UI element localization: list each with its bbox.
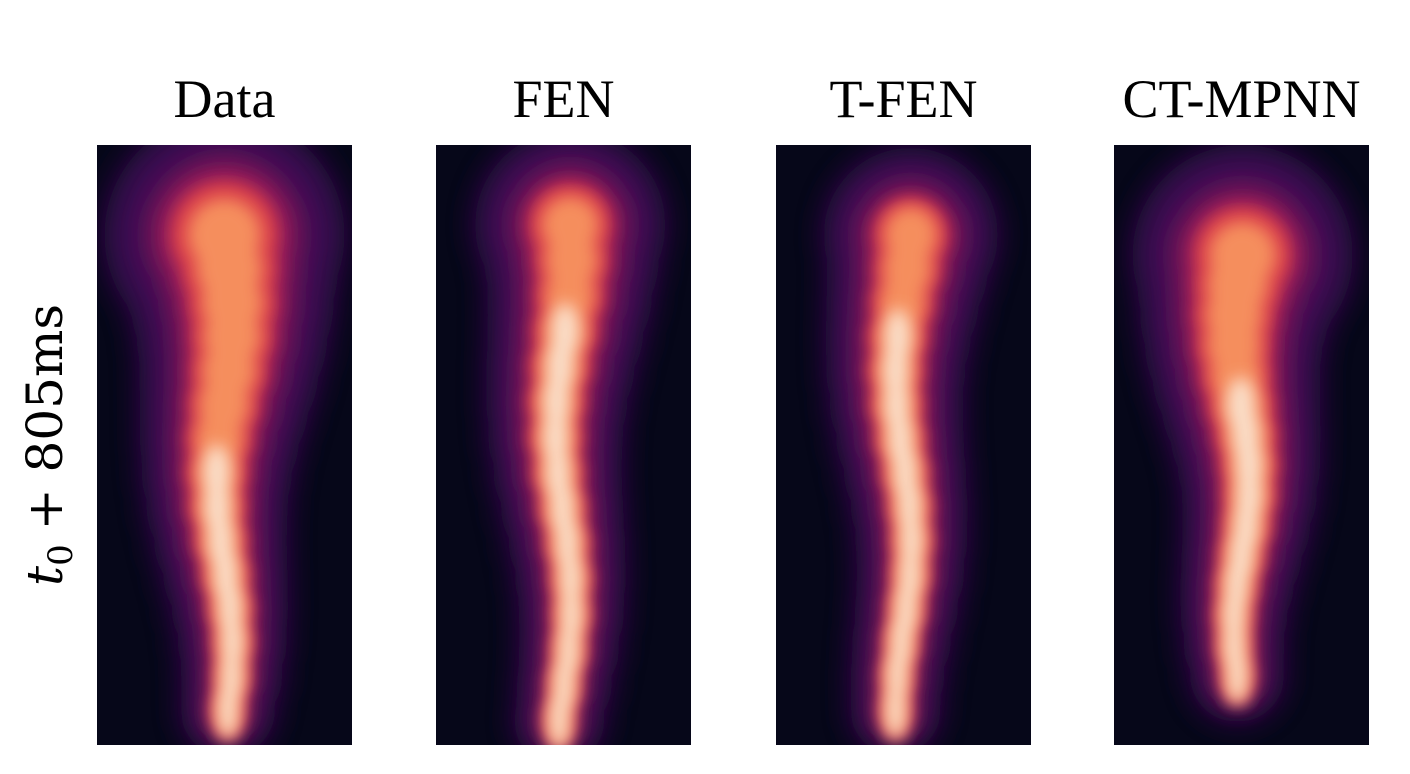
row-label-text: t0 + 805ms	[16, 304, 81, 586]
panel	[1114, 145, 1369, 745]
plume	[475, 145, 666, 745]
plume-blob	[550, 692, 569, 745]
panel	[97, 145, 352, 745]
plume	[1132, 145, 1353, 722]
panel-title: CT-MPNN	[1122, 69, 1360, 129]
panel	[776, 145, 1031, 745]
panel-title: FEN	[512, 69, 614, 129]
plume	[104, 145, 345, 745]
row-label-base: t	[16, 565, 74, 586]
plume-layer	[203, 444, 243, 738]
plume-blob	[886, 682, 905, 738]
panel	[436, 145, 691, 745]
plume	[823, 148, 998, 745]
row-label-subscript: 0	[41, 544, 81, 566]
plume-layer	[543, 303, 582, 745]
row-label-rest: + 805ms	[16, 304, 74, 530]
plume-layer	[882, 308, 923, 738]
panel-title: Data	[174, 69, 276, 129]
plume-layer	[1223, 377, 1262, 703]
panel-title: T-FEN	[829, 69, 977, 129]
plume-blob	[1227, 647, 1247, 703]
plume-blob	[218, 682, 238, 738]
row-label: t0 + 805ms	[16, 304, 81, 586]
